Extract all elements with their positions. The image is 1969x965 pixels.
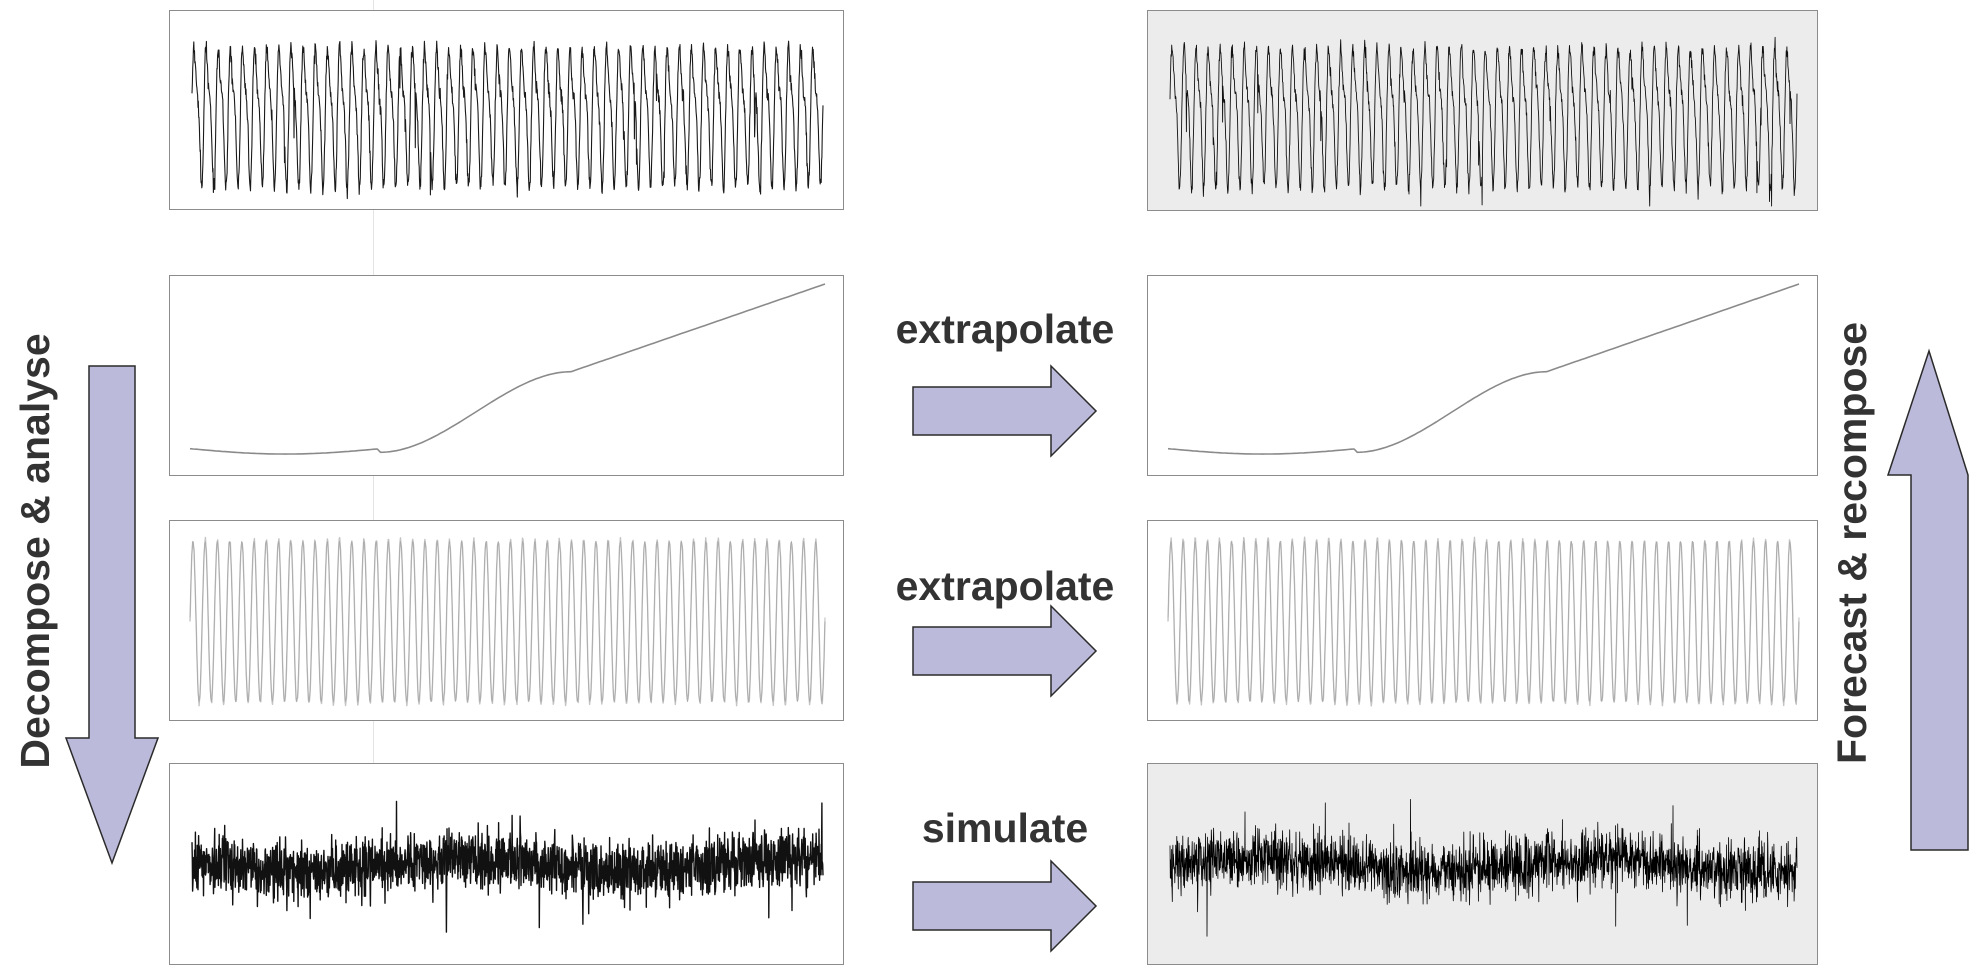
- extrapolated-trend-panel: [1147, 275, 1818, 476]
- decompose-down-arrow: [64, 365, 160, 866]
- residual-line: [191, 800, 824, 933]
- residual-action-label: simulate: [921, 805, 1089, 851]
- series-line: [191, 40, 824, 200]
- seasonal-line-dashes: [189, 540, 826, 703]
- simulated-residual-panel: [1147, 763, 1818, 965]
- extrapolated-seasonal-panel: [1147, 520, 1818, 721]
- decompose-analyse-label: Decompose & analyse: [12, 333, 58, 769]
- series-line: [1169, 36, 1798, 207]
- forecast-up-arrow: [1886, 348, 1969, 851]
- background-guide-line: [373, 0, 374, 965]
- residual-component-panel: [169, 763, 844, 965]
- forecast-recompose-label: Forecast & recompose: [1829, 321, 1875, 765]
- trend-arrow: [912, 364, 1098, 458]
- forecast-series-panel: [1147, 10, 1818, 211]
- seasonal-action-label: extrapolate: [895, 563, 1115, 609]
- residual-arrow: [912, 859, 1098, 953]
- trend-action-label: extrapolate: [895, 306, 1115, 352]
- seasonal-component-panel: [169, 520, 844, 721]
- seasonal-arrow: [912, 604, 1098, 698]
- trend-component-panel: [169, 275, 844, 476]
- trend-line: [1167, 283, 1800, 455]
- original-series-panel: [169, 10, 844, 210]
- residual-line: [1169, 799, 1798, 937]
- seasonal-line-dashes: [1167, 540, 1800, 703]
- trend-line: [189, 283, 826, 455]
